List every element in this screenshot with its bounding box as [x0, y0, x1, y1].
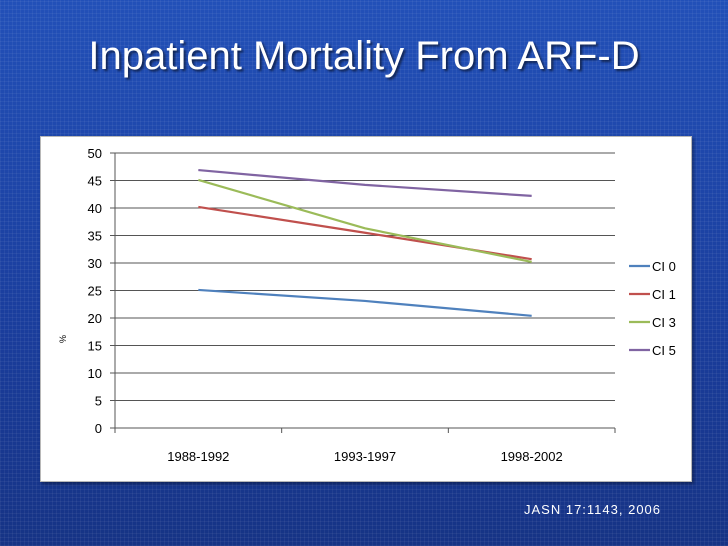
y-tick-label: 10 [88, 366, 102, 381]
y-tick-label: 0 [95, 421, 102, 436]
y-tick-label: 35 [88, 229, 102, 244]
slide-title: Inpatient Mortality From ARF-D [88, 34, 640, 78]
x-tick-label: 1993-1997 [334, 449, 396, 464]
y-axis-label: % [58, 335, 68, 343]
gridlines [115, 152, 615, 401]
legend-label: CI 5 [652, 343, 676, 358]
legend: CI 0 CI 1 CI 3 CI 5 [629, 259, 676, 358]
legend-label: CI 3 [652, 315, 676, 330]
citation: JASN 17:1143, 2006 [524, 502, 662, 517]
y-tick-label: 40 [88, 201, 102, 216]
y-tick-label: 45 [88, 174, 102, 189]
y-tick-label: 50 [88, 146, 102, 161]
x-tick-label: 1988-1992 [167, 449, 229, 464]
y-tick-label: 15 [88, 339, 102, 354]
y-tick-label: 5 [95, 394, 102, 409]
legend-label: CI 0 [652, 259, 676, 274]
y-tick-label: 30 [88, 256, 102, 271]
series-lines [198, 168, 532, 317]
axes: 0 5 10 15 20 25 30 35 40 45 50 1988-1992 1993-1997 19… [88, 146, 616, 464]
series-line-ci-3 [198, 178, 532, 263]
legend-label: CI 1 [652, 287, 676, 302]
series-line-ci-0 [198, 288, 532, 317]
chart-panel: 0 5 10 15 20 25 30 35 40 45 50 1988-1992 1993-1997 19… [40, 136, 692, 482]
y-tick-label: 20 [88, 311, 102, 326]
line-chart: 0 5 10 15 20 25 30 35 40 45 50 1988-1992 1993-1997 19… [58, 146, 676, 464]
y-tick-label: 25 [88, 284, 102, 299]
series-line-ci-5 [198, 168, 532, 197]
x-tick-label: 1998-2002 [501, 449, 563, 464]
